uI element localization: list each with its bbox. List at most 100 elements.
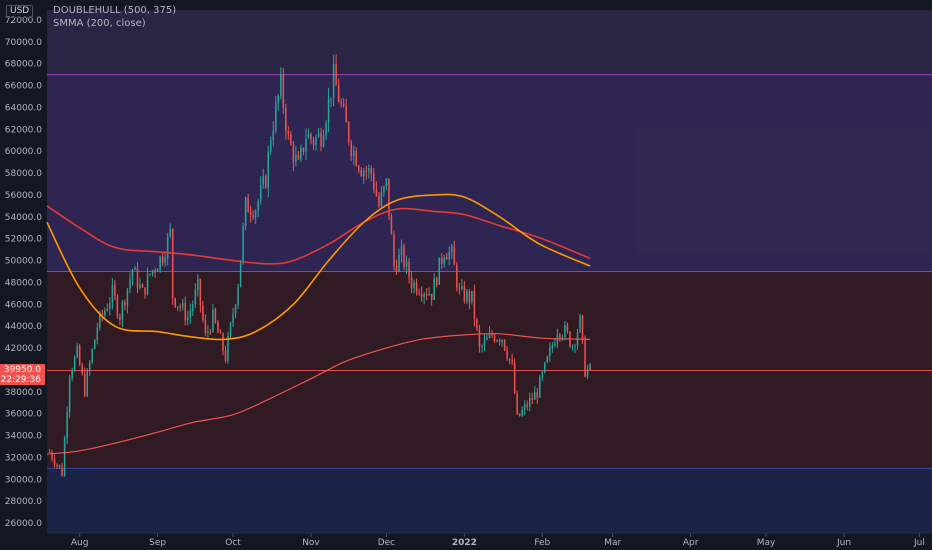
x-tick-label: Oct — [225, 538, 241, 548]
candle-body — [418, 292, 420, 295]
candle-body — [385, 178, 388, 187]
y-tick-label: 42000.0 — [5, 344, 42, 354]
candle-body — [501, 339, 503, 343]
x-tick-label: Jun — [836, 538, 851, 548]
candle-body — [521, 410, 523, 416]
candle-body — [466, 291, 468, 302]
y-tick-label: 66000.0 — [5, 82, 42, 92]
candle-body — [73, 357, 76, 371]
candle-body — [559, 334, 561, 338]
candle-body — [63, 438, 66, 476]
candle-body — [335, 64, 337, 86]
candle-body — [272, 130, 275, 141]
candle-body — [101, 312, 104, 316]
x-tick-label: Sep — [149, 538, 166, 548]
candle-body — [217, 322, 219, 333]
candle-body — [340, 101, 342, 105]
candle-body — [375, 189, 378, 196]
y-tick-label: 56000.0 — [5, 191, 42, 201]
band-1 — [47, 74, 932, 272]
candle-body — [264, 176, 267, 188]
indicator-smma[interactable]: SMMA (200, close) — [53, 18, 146, 29]
y-tick-label: 72000.0 — [5, 16, 42, 26]
candle-body — [259, 185, 262, 201]
candle-body — [368, 167, 370, 172]
x-tick-label: Dec — [378, 538, 395, 548]
candle-body — [496, 340, 498, 342]
candle-body — [486, 337, 488, 341]
candle-body — [78, 345, 81, 365]
x-tick-label: May — [757, 538, 776, 548]
candle-body — [551, 345, 554, 349]
candle-body — [285, 107, 287, 132]
candle-body — [141, 284, 144, 288]
candle-body — [564, 324, 566, 337]
candle-body — [224, 350, 227, 362]
candle-body — [302, 147, 305, 152]
candle-body — [481, 346, 483, 348]
candle-body — [187, 317, 189, 321]
candle-body — [307, 133, 310, 139]
candle-body — [352, 150, 355, 157]
candle-body — [398, 254, 400, 272]
candle-body — [345, 106, 347, 123]
candle-body — [300, 147, 302, 160]
candle-body — [86, 371, 88, 396]
candle-body — [214, 309, 217, 323]
x-tick-label: Nov — [302, 538, 320, 548]
candle-body — [322, 135, 325, 147]
candle-body — [139, 284, 141, 288]
candle-body — [282, 73, 285, 108]
candle-body — [516, 393, 518, 414]
candle-body — [330, 97, 332, 99]
candle-body — [423, 293, 425, 297]
candle-body — [270, 140, 272, 152]
candle-body — [347, 122, 350, 143]
candle-body — [393, 234, 395, 267]
candle-body — [513, 362, 516, 394]
y-tick-label: 32000.0 — [5, 453, 42, 463]
candle-body — [171, 228, 174, 299]
candle-body — [350, 142, 352, 157]
candle-body — [126, 288, 129, 306]
candle-body — [189, 310, 192, 318]
candle-body — [528, 398, 531, 407]
candle-body — [440, 257, 443, 264]
currency-label: USD — [6, 5, 34, 18]
candle-body — [184, 303, 187, 321]
candle-body — [506, 349, 508, 359]
candle-body — [96, 327, 99, 340]
candle-body — [312, 139, 315, 145]
candle-body — [239, 260, 242, 288]
candle-body — [131, 269, 134, 280]
candle-body — [51, 452, 53, 459]
candle-body — [202, 305, 204, 320]
candle-body — [325, 122, 327, 136]
y-tick-label: 36000.0 — [5, 410, 42, 420]
candle-body — [219, 332, 222, 334]
indicator-doublehull[interactable]: DOUBLEHULL (500, 375) — [53, 5, 177, 16]
candle-body — [581, 315, 584, 339]
y-tick-label: 44000.0 — [5, 322, 42, 332]
candle-body — [383, 186, 385, 193]
candle-body — [121, 301, 124, 321]
candle-body — [164, 257, 166, 263]
candle-body — [544, 362, 546, 373]
candle-body — [229, 322, 232, 336]
candle-body — [410, 277, 413, 289]
candle-body — [511, 359, 513, 363]
candle-body — [400, 246, 403, 255]
candle-body — [275, 103, 277, 131]
candle-body — [566, 324, 569, 332]
candle-body — [254, 211, 257, 218]
band-0 — [47, 10, 932, 75]
candle-body — [443, 257, 445, 264]
candle-body — [159, 256, 161, 270]
candle-body — [476, 319, 478, 329]
candle-body — [242, 226, 244, 261]
candle-body — [212, 309, 214, 332]
candle-body — [310, 133, 312, 140]
band-3 — [47, 468, 932, 533]
candle-body — [574, 345, 576, 347]
